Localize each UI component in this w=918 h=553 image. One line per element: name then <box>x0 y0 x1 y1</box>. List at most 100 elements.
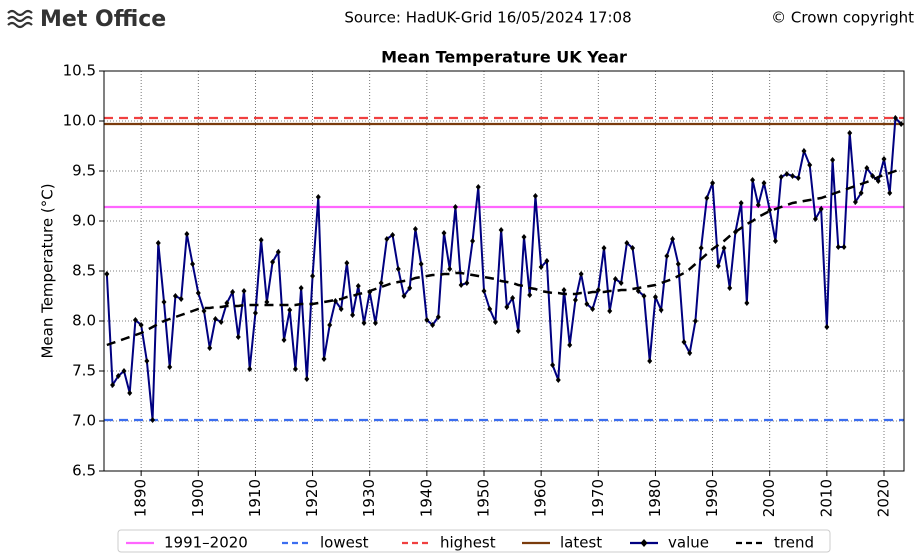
point <box>624 240 630 246</box>
point <box>721 245 727 251</box>
point <box>847 130 853 136</box>
point <box>281 337 287 343</box>
copyright: © Crown copyright <box>771 9 914 27</box>
point <box>532 193 538 199</box>
legend-label: highest <box>440 534 496 552</box>
y-axis-label: Mean Temperature (°C) <box>39 183 57 358</box>
point <box>155 240 161 246</box>
point <box>818 206 824 212</box>
point <box>761 180 767 186</box>
point <box>338 306 344 312</box>
point <box>572 297 578 303</box>
point <box>172 293 178 299</box>
logo-icon <box>7 9 33 29</box>
point <box>441 230 447 236</box>
point <box>464 280 470 286</box>
point <box>727 285 733 291</box>
legend-label: value <box>668 534 709 552</box>
legend-box <box>117 529 831 553</box>
point <box>390 232 396 238</box>
point <box>430 322 436 328</box>
point <box>218 319 224 325</box>
point <box>830 157 836 163</box>
y-tick-label: 7.0 <box>72 412 96 430</box>
x-tick-label: 1930 <box>360 479 378 517</box>
x-tick-label: 2000 <box>760 479 778 517</box>
point <box>595 287 601 293</box>
point <box>132 317 138 323</box>
point <box>795 175 801 181</box>
point <box>355 283 361 289</box>
point <box>538 264 544 270</box>
point <box>275 249 281 255</box>
y-tick-label: 10.5 <box>63 62 96 80</box>
point <box>138 322 144 328</box>
point <box>412 226 418 232</box>
point <box>235 334 241 340</box>
x-tick-label: 1890 <box>132 479 150 517</box>
point <box>401 293 407 299</box>
point <box>790 173 796 179</box>
x-tick-label: 1920 <box>303 479 321 517</box>
point <box>715 263 721 269</box>
point <box>590 306 596 312</box>
point <box>110 382 116 388</box>
point <box>744 300 750 306</box>
point <box>435 314 441 320</box>
x-tick-label: 1940 <box>417 479 435 517</box>
point <box>550 362 556 368</box>
x-tick-label: 1970 <box>589 479 607 517</box>
point <box>167 364 173 370</box>
point <box>635 288 641 294</box>
point <box>658 307 664 313</box>
point <box>224 300 230 306</box>
point <box>332 298 338 304</box>
point <box>607 308 613 314</box>
point <box>184 231 190 237</box>
point <box>681 339 687 345</box>
point <box>652 294 658 300</box>
point <box>698 245 704 251</box>
legend-label: latest <box>560 534 602 552</box>
point <box>298 285 304 291</box>
point <box>350 312 356 318</box>
point <box>521 234 527 240</box>
point <box>121 368 127 374</box>
legend-label: lowest <box>320 534 369 552</box>
point <box>755 202 761 208</box>
point <box>144 358 150 364</box>
point <box>704 195 710 201</box>
point <box>418 261 424 267</box>
point <box>190 261 196 267</box>
y-tick-label: 8.5 <box>72 262 96 280</box>
point <box>750 177 756 183</box>
point <box>898 121 904 127</box>
point <box>178 296 184 302</box>
point <box>447 266 453 272</box>
point <box>287 307 293 313</box>
point <box>887 190 893 196</box>
point <box>618 280 624 286</box>
point <box>475 184 481 190</box>
point <box>772 238 778 244</box>
point <box>481 288 487 294</box>
x-tick-label: 1900 <box>189 479 207 517</box>
point <box>150 417 156 423</box>
point <box>407 285 413 291</box>
point <box>207 345 213 351</box>
point <box>841 244 847 250</box>
point <box>807 162 813 168</box>
point <box>852 199 858 205</box>
y-tick-label: 9.0 <box>72 212 96 230</box>
x-tick-label: 1910 <box>246 479 264 517</box>
point <box>264 299 270 305</box>
point <box>710 180 716 186</box>
point <box>601 245 607 251</box>
point <box>870 173 876 179</box>
point <box>504 304 510 310</box>
y-tick-label: 9.5 <box>72 162 96 180</box>
point <box>372 320 378 326</box>
x-tick-label: 2010 <box>817 479 835 517</box>
x-tick-label: 1960 <box>532 479 550 517</box>
